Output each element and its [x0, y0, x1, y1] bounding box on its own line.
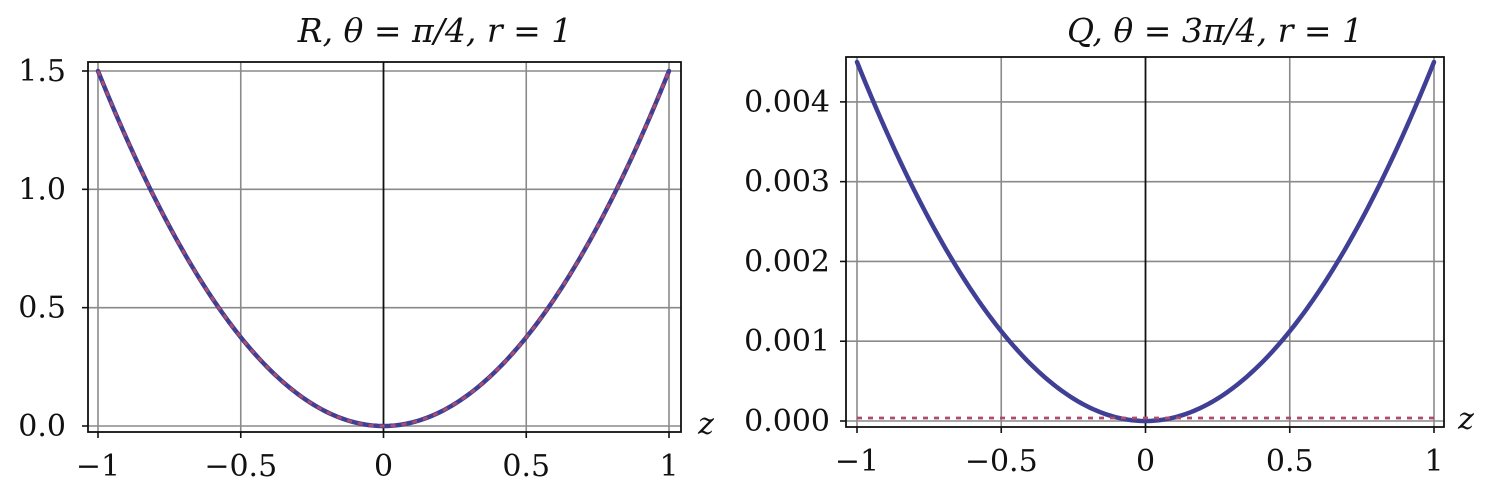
y-tick-label: 0.004 — [744, 85, 830, 120]
x-tick-label: −1 — [835, 444, 879, 479]
x-tick-label: −0.5 — [204, 449, 277, 484]
y-tick-label: 0.002 — [744, 244, 830, 279]
y-tick-label: 1.5 — [18, 54, 66, 89]
x-tick-label: 0.5 — [1266, 444, 1314, 479]
y-tick-label: 0.0 — [18, 409, 66, 444]
x-tick-label: 0 — [1136, 444, 1155, 479]
solid-series-line — [854, 59, 1437, 424]
x-tick-label: −0.5 — [965, 444, 1038, 479]
chart-title: Q, θ = 3π/4, r = 1 — [1067, 11, 1363, 50]
chart-1: −1 −0.5 0 0.5 1 0.0 0.5 1.0 1.5 R, θ = π/4, r = 1… — [18, 11, 714, 484]
x-tick-label: 0 — [374, 449, 393, 484]
x-tick-label: 1 — [659, 449, 678, 484]
chart-2: −1 −0.5 0 0.5 1 0.000 0.001 0.002 0.003 0.004 Q, θ… — [744, 11, 1474, 479]
x-tick-label: −1 — [76, 449, 120, 484]
y-tick-label: 1.0 — [18, 172, 66, 207]
x-axis-label: z — [1457, 402, 1474, 437]
x-tick-label: 1 — [1424, 444, 1443, 479]
x-tick-label: 0.5 — [502, 449, 550, 484]
y-tick-label: 0.5 — [18, 291, 66, 326]
dashed-series-line — [96, 70, 671, 428]
y-tick-label: 0.000 — [744, 404, 830, 439]
x-axis-label: z — [697, 407, 714, 442]
chart-title: R, θ = π/4, r = 1 — [297, 11, 573, 50]
plot-frame — [87, 61, 682, 433]
y-tick-label: 0.003 — [744, 165, 830, 200]
y-tick-label: 0.001 — [744, 324, 830, 359]
